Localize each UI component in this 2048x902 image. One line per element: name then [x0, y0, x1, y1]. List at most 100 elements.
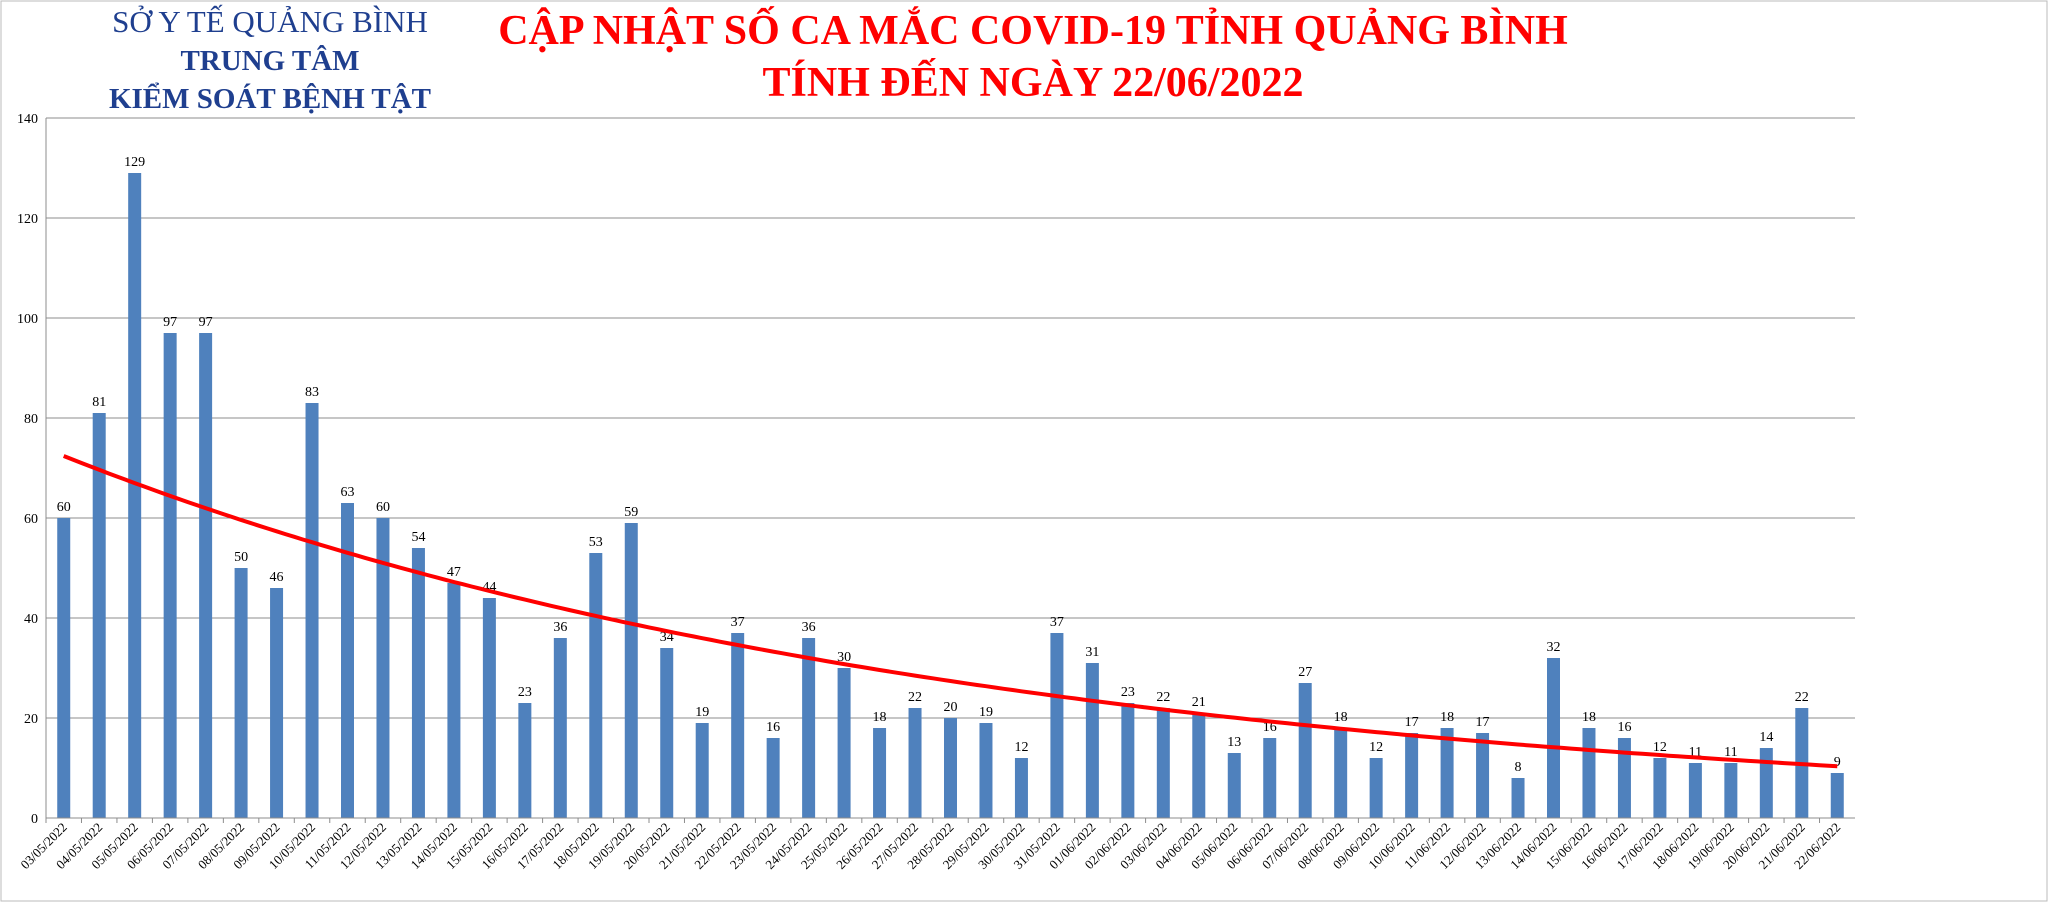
- bar: [1192, 713, 1206, 818]
- data-label: 12: [1653, 740, 1667, 755]
- bar: [163, 333, 177, 818]
- bar: [199, 333, 213, 818]
- bar: [1369, 758, 1383, 818]
- bar: [1227, 753, 1241, 818]
- data-label: 18: [873, 710, 887, 725]
- data-label: 63: [341, 485, 355, 500]
- data-label: 23: [1121, 685, 1135, 700]
- data-label: 47: [447, 565, 461, 580]
- bar: [553, 638, 567, 818]
- bar: [731, 633, 745, 818]
- trendline: [62, 454, 1838, 769]
- bar: [1298, 683, 1312, 818]
- bar: [1263, 738, 1277, 818]
- y-tick-label: 60: [24, 512, 38, 527]
- bar: [624, 523, 638, 818]
- bar: [802, 638, 816, 818]
- data-label: 14: [1759, 730, 1773, 745]
- data-label: 54: [411, 530, 425, 545]
- data-label: 83: [305, 385, 319, 400]
- data-label: 22: [908, 690, 922, 705]
- data-label: 16: [766, 720, 780, 735]
- bar: [837, 668, 851, 818]
- bar: [1440, 728, 1454, 818]
- data-label: 97: [163, 315, 177, 330]
- bar: [270, 588, 284, 818]
- data-label: 18: [1440, 710, 1454, 725]
- chart-subtitle: TÍNH ĐẾN NGÀY 22/06/2022: [763, 58, 1304, 106]
- y-tick-label: 140: [17, 112, 38, 127]
- data-label: 27: [1298, 665, 1312, 680]
- bar: [376, 518, 390, 818]
- data-label: 31: [1085, 645, 1099, 660]
- data-label: 30: [837, 650, 851, 665]
- bar: [1759, 748, 1773, 818]
- bar: [1653, 758, 1667, 818]
- data-label: 22: [1156, 690, 1170, 705]
- data-label: 37: [1050, 615, 1064, 630]
- data-label: 12: [1369, 740, 1383, 755]
- y-tick-label: 20: [24, 712, 38, 727]
- data-label: 23: [518, 685, 532, 700]
- bar: [1014, 758, 1028, 818]
- data-label: 17: [1405, 715, 1419, 730]
- data-label: 46: [270, 570, 284, 585]
- bar: [1476, 733, 1490, 818]
- y-tick-label: 80: [24, 412, 38, 427]
- bar: [944, 718, 957, 818]
- bar: [234, 568, 248, 818]
- data-label: 36: [553, 620, 567, 635]
- y-tick-label: 40: [24, 612, 38, 627]
- chart-title: CẬP NHẬT SỐ CA MẮC COVID-19 TỈNH QUẢNG B…: [498, 6, 1568, 54]
- bar: [1405, 733, 1419, 818]
- data-label: 97: [199, 315, 213, 330]
- center-name: TRUNG TÂM: [180, 44, 359, 77]
- data-label: 12: [1014, 740, 1028, 755]
- bar: [1582, 728, 1596, 818]
- bar: [518, 703, 532, 818]
- bar: [1547, 658, 1560, 818]
- bar: [1511, 778, 1525, 818]
- data-label: 59: [624, 505, 638, 520]
- data-label: 11: [1724, 745, 1737, 760]
- bar: [92, 413, 106, 818]
- bar: [482, 598, 496, 818]
- bar: [1688, 763, 1702, 818]
- bar: [1617, 738, 1631, 818]
- bar: [873, 728, 887, 818]
- bar: [589, 553, 603, 818]
- data-label: 53: [589, 535, 603, 550]
- y-tick-label: 100: [17, 312, 38, 327]
- data-label: 129: [124, 155, 145, 170]
- bar: [908, 708, 922, 818]
- y-tick-label: 120: [17, 212, 38, 227]
- data-label: 37: [731, 615, 745, 630]
- data-label: 8: [1515, 760, 1522, 775]
- bar: [411, 548, 425, 818]
- data-label: 60: [376, 500, 390, 515]
- bar: [695, 723, 709, 818]
- bar: [1334, 728, 1348, 818]
- data-label: 21: [1192, 695, 1206, 710]
- bar: [305, 403, 319, 818]
- data-label: 19: [695, 705, 709, 720]
- data-label: 9: [1834, 755, 1841, 770]
- data-label: 81: [92, 395, 106, 410]
- data-label: 13: [1227, 735, 1241, 750]
- bar: [1156, 708, 1170, 818]
- data-label: 32: [1547, 640, 1561, 655]
- bar: [1085, 663, 1099, 818]
- data-label: 16: [1617, 720, 1631, 735]
- unit-name: KIỂM SOÁT BỆNH TẬT: [109, 82, 431, 115]
- bar: [1724, 763, 1738, 818]
- data-label: 18: [1582, 710, 1596, 725]
- data-label: 18: [1334, 710, 1348, 725]
- bar: [447, 583, 461, 818]
- bar: [1050, 633, 1064, 818]
- data-label: 36: [802, 620, 816, 635]
- bar: [660, 648, 674, 818]
- data-label: 60: [57, 500, 71, 515]
